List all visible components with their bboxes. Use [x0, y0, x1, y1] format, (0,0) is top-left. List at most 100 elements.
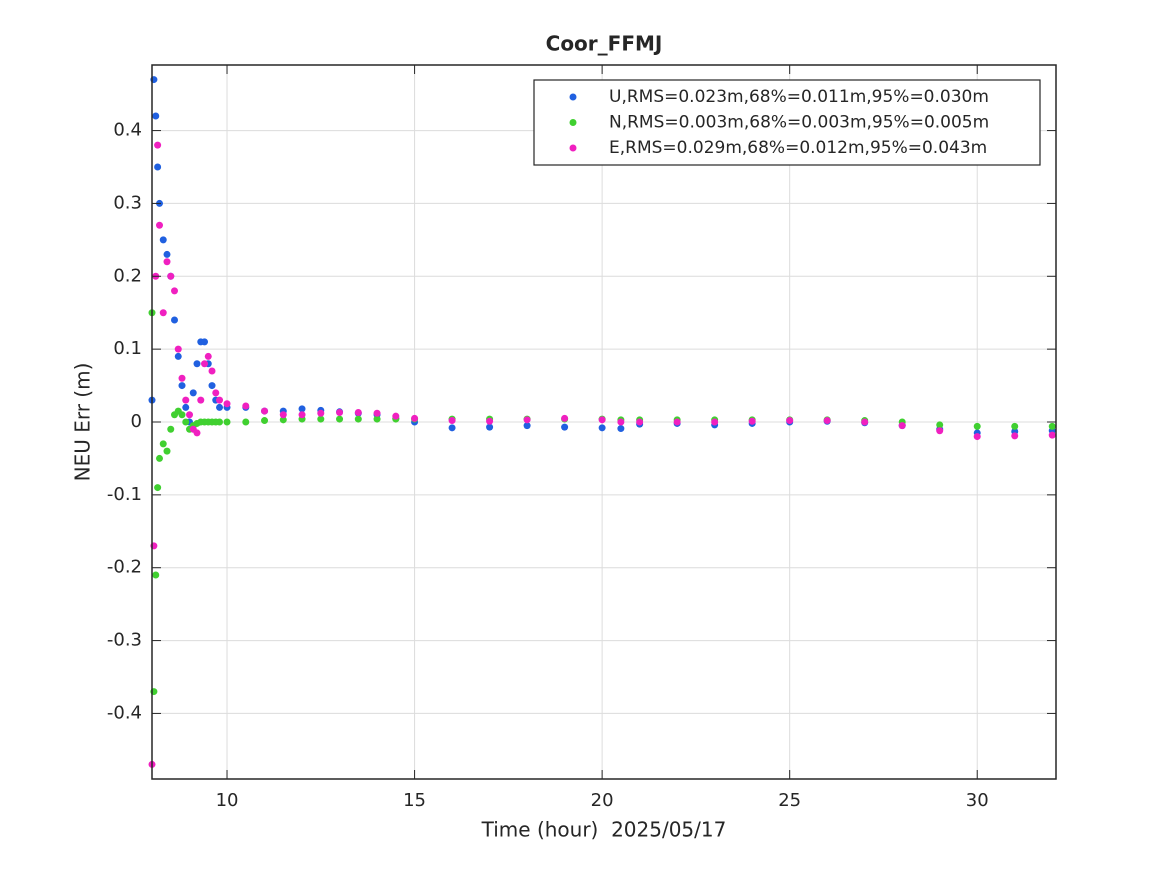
y-tick-label: 0.1 [113, 338, 142, 359]
point [154, 141, 162, 149]
point [823, 417, 831, 425]
point [1048, 431, 1056, 439]
point [193, 360, 201, 368]
point [617, 418, 625, 426]
point [1011, 422, 1019, 430]
point [182, 403, 190, 411]
point [159, 236, 167, 244]
point [216, 418, 224, 426]
point [152, 571, 160, 579]
point [786, 417, 794, 425]
point [598, 416, 606, 424]
point [204, 352, 212, 360]
point [163, 250, 171, 258]
point [973, 422, 981, 430]
point [193, 429, 201, 437]
point [561, 414, 569, 422]
point [354, 415, 362, 423]
point [317, 409, 325, 417]
point [216, 396, 224, 404]
y-tick-label: 0.4 [113, 120, 142, 141]
point [212, 389, 220, 397]
point [392, 412, 400, 420]
legend-marker [569, 119, 577, 126]
legend-marker [569, 144, 577, 152]
point [154, 484, 162, 492]
point [159, 309, 167, 317]
point [261, 407, 269, 415]
point [167, 425, 175, 433]
point [373, 409, 381, 417]
point [174, 345, 182, 353]
x-tick-label: 15 [403, 790, 426, 811]
point [486, 417, 494, 425]
point [354, 409, 362, 417]
point [448, 417, 456, 425]
y-tick-label: -0.1 [107, 484, 142, 505]
y-tick-label: 0.3 [113, 192, 142, 213]
x-tick-label: 30 [966, 790, 989, 811]
point [178, 374, 186, 382]
point [711, 418, 719, 426]
point [336, 409, 344, 417]
point [617, 425, 625, 433]
point [186, 411, 194, 419]
point [373, 415, 381, 423]
point [448, 424, 456, 432]
point [171, 287, 179, 295]
point [973, 433, 981, 441]
point [898, 422, 906, 430]
point [336, 415, 344, 423]
point [1011, 432, 1019, 440]
point [208, 367, 216, 375]
x-tick-label: 20 [591, 790, 614, 811]
point [163, 258, 171, 266]
plot-frame [151, 64, 1057, 780]
y-tick-label: -0.3 [107, 630, 142, 651]
point [156, 454, 164, 462]
point [279, 411, 287, 419]
point [201, 338, 209, 346]
point [561, 423, 569, 431]
point [182, 418, 190, 426]
point [182, 396, 190, 404]
point [163, 447, 171, 455]
y-tick-label: -0.4 [107, 702, 142, 723]
point [189, 389, 197, 397]
point [159, 440, 167, 448]
y-axis-label: NEU Err (m) [71, 363, 95, 482]
point [242, 402, 250, 410]
plot-marks [148, 76, 1056, 768]
point [317, 415, 325, 423]
point [154, 163, 162, 171]
point [523, 422, 531, 430]
y-tick-label: 0 [131, 411, 142, 432]
point [861, 418, 869, 426]
point [178, 411, 186, 419]
axes: 10 15 20 25 30 -0.4 -0.3 -0.2 -0.1 0 0.1 0.2 0.3 0.4 U… [107, 64, 1057, 811]
point [223, 418, 231, 426]
point [486, 423, 494, 431]
point [216, 403, 224, 411]
point [298, 405, 306, 413]
point [1048, 422, 1056, 430]
y-tick-label: -0.2 [107, 557, 142, 578]
point [242, 418, 250, 426]
y-tick-label: 0.2 [113, 265, 142, 286]
point [298, 411, 306, 419]
point [223, 400, 231, 408]
point [261, 417, 269, 425]
point [174, 352, 182, 360]
legend-label: N,RMS=0.003m,68%=0.003m,95%=0.005m [609, 113, 989, 133]
x-axis-label: Time (hour) 2025/05/17 [481, 818, 727, 842]
point [936, 427, 944, 435]
point [598, 424, 606, 432]
x-tick-label: 25 [778, 790, 801, 811]
legend-label: U,RMS=0.023m,68%=0.011m,95%=0.030m [609, 87, 989, 107]
point [748, 417, 756, 425]
x-tick-label: 10 [216, 790, 239, 811]
legend-label: E,RMS=0.029m,68%=0.012m,95%=0.043m [609, 138, 987, 158]
chart-title: Coor_FFMJ [546, 32, 663, 56]
point [171, 316, 179, 324]
